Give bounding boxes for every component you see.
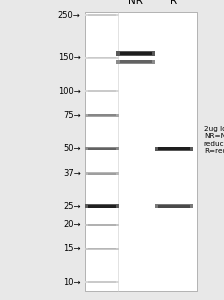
Bar [85,12,197,291]
Bar [88,114,116,116]
Text: 25→: 25→ [63,202,81,211]
Text: NR: NR [128,0,143,6]
Bar [120,60,151,63]
Bar [88,14,116,16]
Bar [85,281,119,284]
Text: 50→: 50→ [63,144,81,153]
Bar [85,90,119,92]
Bar [120,52,151,55]
Bar [85,248,119,250]
Text: 37→: 37→ [63,169,81,178]
Bar [85,204,119,208]
Bar [88,248,116,249]
Bar [88,205,116,208]
Bar [155,204,193,208]
Bar [85,172,119,175]
Text: 75→: 75→ [63,111,81,120]
Text: 15→: 15→ [63,244,81,253]
Bar [88,91,116,92]
Bar [116,51,155,56]
Text: 150→: 150→ [58,53,81,62]
Text: 250→: 250→ [58,11,81,20]
Text: 2ug loading
NR=Non-
reduced
R=reduced: 2ug loading NR=Non- reduced R=reduced [204,125,224,154]
Bar [88,57,116,59]
Bar [85,56,119,59]
Bar [88,281,116,283]
Bar [85,114,119,116]
Bar [85,14,119,16]
Bar [88,224,116,226]
Text: 100→: 100→ [58,87,81,96]
Bar [88,148,116,150]
Bar [155,146,193,151]
Bar [158,205,190,208]
Bar [85,224,119,226]
Text: 10→: 10→ [63,278,81,287]
Bar [116,60,155,64]
Bar [85,147,119,150]
Text: R: R [170,0,177,6]
Bar [88,173,116,175]
Bar [158,147,190,150]
Text: 20→: 20→ [63,220,81,229]
